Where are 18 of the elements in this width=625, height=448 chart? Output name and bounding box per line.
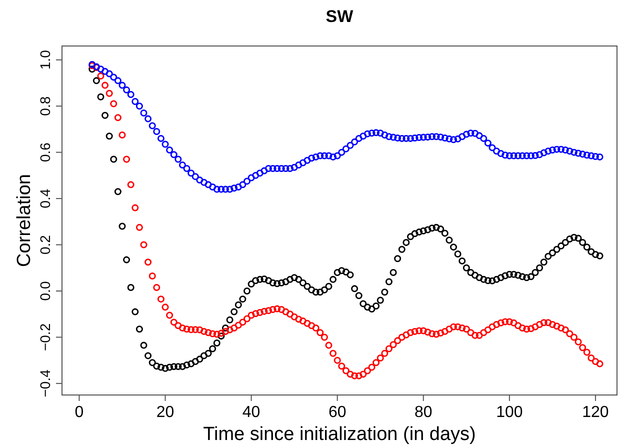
x-tick-label: 80 [414, 404, 432, 421]
chart-title: SW [326, 7, 354, 26]
x-tick-label: 0 [74, 404, 84, 421]
y-tick-label: 0.0 [37, 281, 53, 301]
y-tick-label: 0.2 [37, 234, 53, 255]
y-tick-label: −0.2 [37, 323, 53, 352]
y-tick-label: 0.8 [37, 96, 53, 116]
y-tick-label: 0.6 [37, 142, 53, 162]
y-tick-label: −0.4 [37, 369, 53, 398]
x-tick-label: 60 [328, 404, 346, 421]
x-tick-label: 40 [242, 404, 260, 421]
x-tick-label: 100 [496, 404, 523, 421]
y-axis-title: Correlation [14, 174, 35, 267]
x-axis-title: Time since initialization (in days) [203, 424, 476, 445]
x-tick-label: 20 [156, 404, 174, 421]
x-tick-label: 120 [582, 404, 609, 421]
y-tick-label: 0.4 [37, 188, 53, 208]
y-tick-label: 1.0 [37, 50, 53, 70]
